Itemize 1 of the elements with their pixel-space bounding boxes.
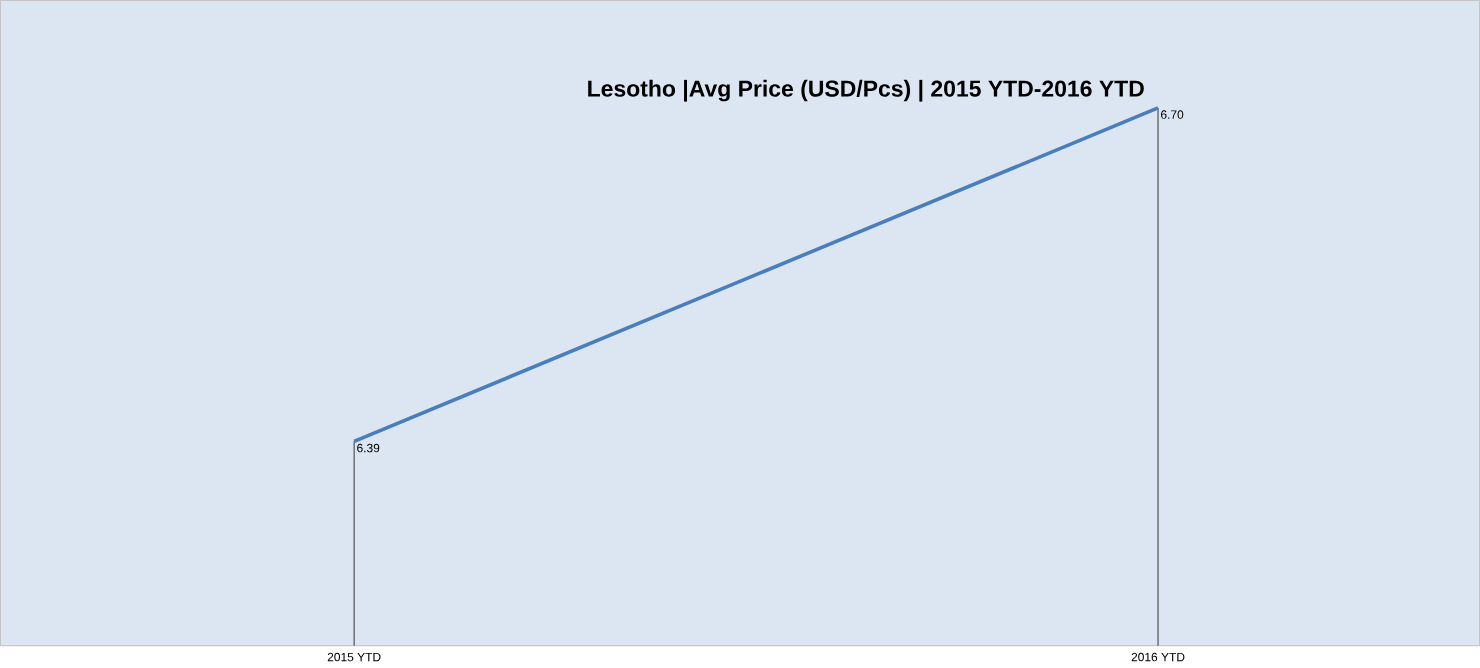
text: Lesotho |Avg Price (USD/Pcs) | 2015 YTD-2016 YTD (588, 79, 1144, 102)
